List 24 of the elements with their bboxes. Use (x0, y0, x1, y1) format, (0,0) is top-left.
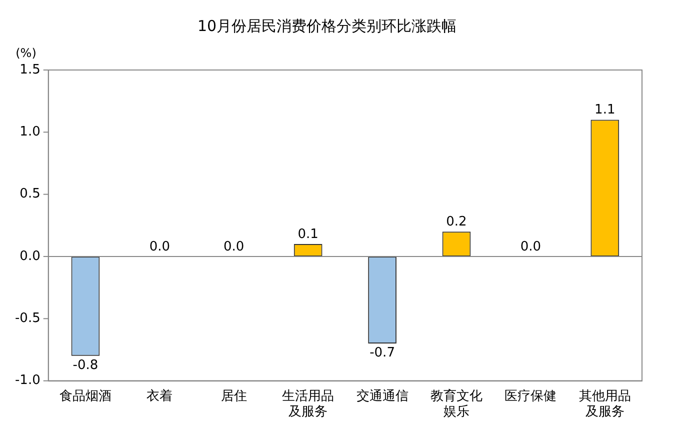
chart-title: 10月份居民消费价格分类别环比涨跌幅 (197, 16, 457, 35)
x-tick-label: 交通通信 (356, 388, 408, 404)
y-tick-label: 1.0 (20, 124, 40, 140)
data-label: -0.8 (72, 358, 98, 373)
y-tick-label: -1.0 (14, 373, 40, 388)
x-tick-label: 其他用品及服务 (578, 388, 631, 420)
y-tick-label: 0.0 (20, 248, 40, 264)
y-tick-label: -0.5 (14, 311, 40, 326)
data-label: -0.7 (370, 345, 395, 360)
y-tick-label: 1.5 (20, 62, 40, 78)
data-label: 0.1 (298, 226, 318, 242)
data-label: 0.0 (520, 239, 542, 254)
data-label: 1.1 (594, 102, 616, 118)
x-tick-label: 生活用品及服务 (282, 388, 334, 420)
data-label: 0.0 (149, 239, 170, 254)
x-tick-label: 衣着 (146, 388, 173, 404)
x-tick-label: 教育文化娱乐 (430, 388, 482, 420)
x-tick-label: 食品烟酒 (59, 388, 112, 404)
data-label: 0.0 (224, 239, 244, 254)
x-tick-label: 医疗保健 (504, 388, 557, 404)
y-axis-title: (%) (16, 46, 36, 60)
y-tick-label: 0.5 (20, 186, 40, 202)
data-label: 0.2 (446, 214, 467, 230)
x-tick-label: 居住 (220, 388, 247, 404)
